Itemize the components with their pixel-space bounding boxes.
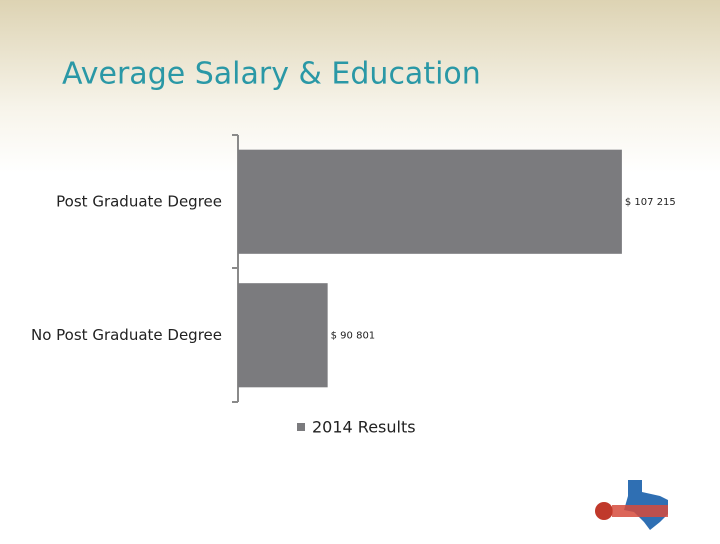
- legend-swatch: [297, 423, 305, 431]
- legend-label: 2014 Results: [312, 418, 416, 437]
- value-label: $ 90 801: [331, 330, 376, 341]
- logo-band: [612, 505, 668, 517]
- y-tick-label: No Post Graduate Degree: [31, 326, 222, 344]
- bar: [238, 283, 328, 388]
- y-tick-label: Post Graduate Degree: [56, 192, 222, 210]
- bar: [238, 149, 622, 254]
- value-label: $ 107 215: [625, 197, 676, 208]
- logo: [595, 476, 674, 530]
- chart-title: Average Salary & Education: [62, 57, 481, 92]
- logo-circle: [595, 502, 613, 520]
